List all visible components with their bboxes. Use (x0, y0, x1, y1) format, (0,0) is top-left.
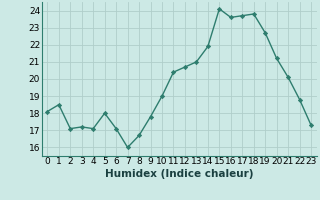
X-axis label: Humidex (Indice chaleur): Humidex (Indice chaleur) (105, 169, 253, 179)
